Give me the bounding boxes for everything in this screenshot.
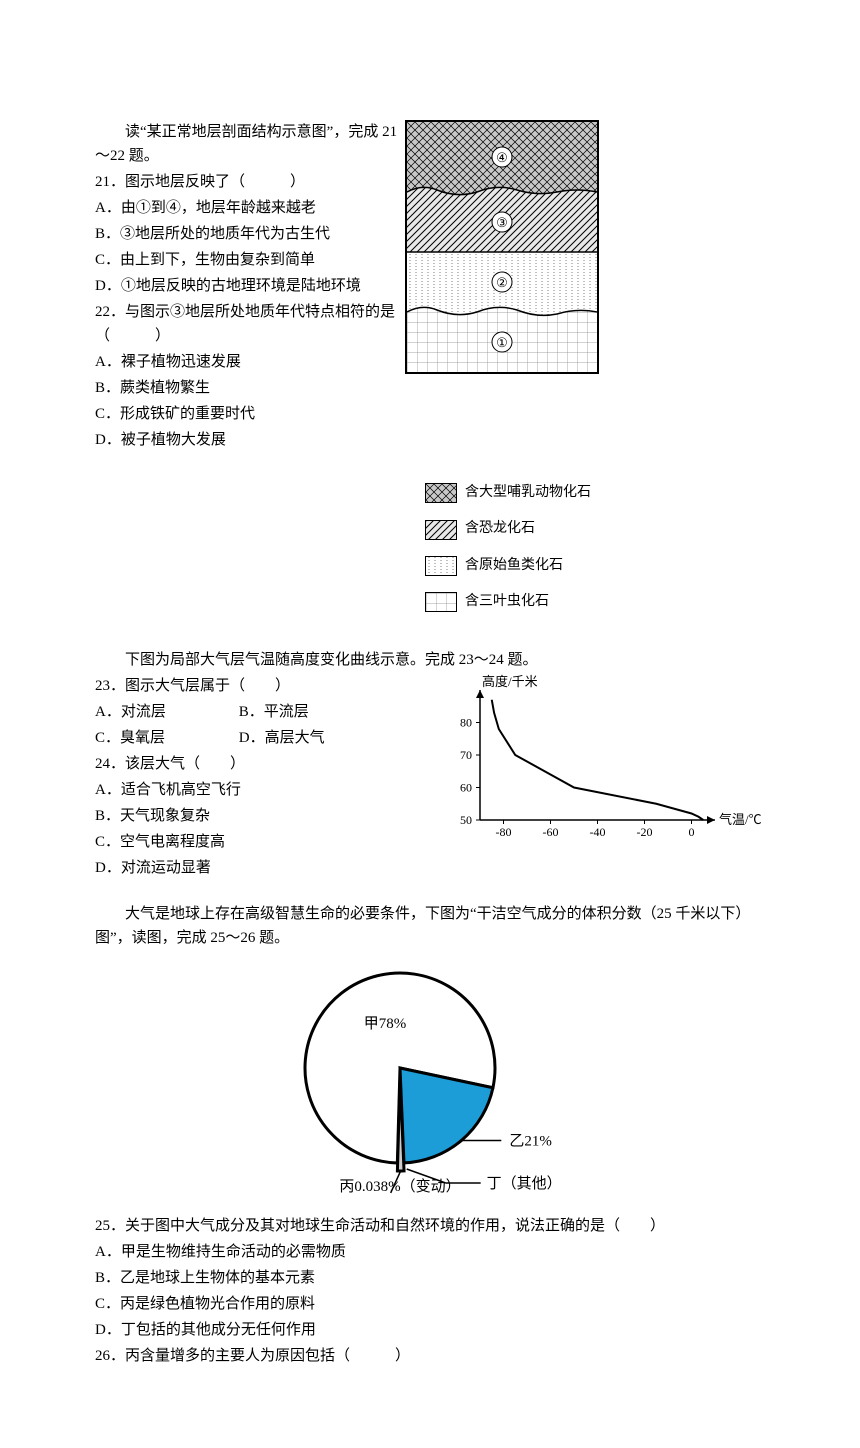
section-atmosphere: 下图为局部大气层气温随高度变化曲线示意。完成 23～24 题。 23．图示大气层…	[95, 648, 765, 882]
section2-intro: 下图为局部大气层气温随高度变化曲线示意。完成 23～24 题。	[95, 648, 765, 672]
q25-B: B．乙是地球上生物体的基本元素	[95, 1266, 765, 1290]
legend-item: 含恐龙化石	[425, 518, 591, 540]
section-air-composition: 大气是地球上存在高级智慧生命的必要条件，下图为“干洁空气成分的体积分数（25 千…	[95, 902, 765, 1368]
q26-stem: 26．丙含量增多的主要人为原因包括（ ）	[95, 1344, 765, 1368]
q23-C: C．臭氧层	[95, 726, 235, 750]
svg-text:50: 50	[460, 813, 472, 827]
q21-D: D．①地层反映的古地理环境是陆地环境	[95, 274, 405, 298]
svg-text:②: ②	[496, 275, 508, 290]
legend-label: 含大型哺乳动物化石	[465, 482, 591, 504]
section1-figure: ④ ③ ② ① 含大型哺乳动物化石 含恐龙化石 含原始鱼类化石 含三	[405, 120, 765, 628]
svg-text:-60: -60	[543, 825, 559, 839]
section1-intro: 读“某正常地层剖面结构示意图”，完成 21～22 题。	[95, 120, 405, 168]
svg-text:④: ④	[496, 150, 508, 165]
legend-label: 含恐龙化石	[465, 518, 535, 540]
q24-B: B．天气现象复杂	[95, 804, 425, 828]
q23-D: D．高层大气	[239, 726, 379, 750]
air-composition-pie: 甲78% 乙21% 丁（其他） 丙0.038%（变动）	[230, 958, 630, 1198]
q23-opts-row2: C．臭氧层 D．高层大气	[95, 726, 425, 750]
svg-text:-80: -80	[496, 825, 512, 839]
svg-text:气温/℃: 气温/℃	[719, 812, 762, 827]
pie-chart-wrap: 甲78% 乙21% 丁（其他） 丙0.038%（变动）	[95, 958, 765, 1206]
svg-text:-40: -40	[590, 825, 606, 839]
legend-label: 含三叶虫化石	[465, 591, 549, 613]
q25-A: A．甲是生物维持生命活动的必需物质	[95, 1240, 765, 1264]
q23-opts-row1: A．对流层 B．平流层	[95, 700, 425, 724]
legend-label: 含原始鱼类化石	[465, 555, 563, 577]
q24-C: C．空气电离程度高	[95, 830, 425, 854]
legend-item: 含三叶虫化石	[425, 591, 591, 613]
svg-text:0: 0	[689, 825, 695, 839]
q24-A: A．适合飞机高空飞行	[95, 778, 425, 802]
q21-A: A．由①到④，地层年龄越来越老	[95, 196, 405, 220]
q25-stem: 25．关于图中大气成分及其对地球生命活动和自然环境的作用，说法正确的是（ ）	[95, 1214, 765, 1238]
legend-item: 含大型哺乳动物化石	[425, 482, 591, 504]
section2-chart: 50 60 70 80 -80 -60 -40 -20 0 高度/千米气温/℃	[425, 672, 765, 882]
q24-D: D．对流运动显著	[95, 856, 425, 880]
q23-A: A．对流层	[95, 700, 235, 724]
svg-text:80: 80	[460, 715, 472, 729]
svg-text:①: ①	[496, 335, 508, 350]
q23-B: B．平流层	[239, 700, 379, 724]
q22-B: B．蕨类植物繁生	[95, 376, 405, 400]
svg-text:-20: -20	[637, 825, 653, 839]
strata-legend: 含大型哺乳动物化石 含恐龙化石 含原始鱼类化石 含三叶虫化石	[425, 482, 591, 628]
svg-text:70: 70	[460, 748, 472, 762]
svg-text:丙0.038%（变动）: 丙0.038%（变动）	[339, 1178, 460, 1195]
q23-stem: 23．图示大气层属于（ ）	[95, 674, 425, 698]
svg-text:60: 60	[460, 780, 472, 794]
q22-stem: 22．与图示③地层所处地质年代特点相符的是（ ）	[95, 300, 405, 348]
section-strata: 读“某正常地层剖面结构示意图”，完成 21～22 题。 21．图示地层反映了（ …	[95, 120, 765, 628]
svg-text:③: ③	[496, 215, 508, 230]
q24-stem: 24．该层大气（ ）	[95, 752, 425, 776]
section1-text: 读“某正常地层剖面结构示意图”，完成 21～22 题。 21．图示地层反映了（ …	[95, 120, 405, 628]
strata-diagram: ④ ③ ② ①	[405, 120, 599, 374]
q25-D: D．丁包括的其他成分无任何作用	[95, 1318, 765, 1342]
legend-item: 含原始鱼类化石	[425, 555, 591, 577]
temperature-altitude-chart: 50 60 70 80 -80 -60 -40 -20 0 高度/千米气温/℃	[435, 672, 765, 842]
svg-text:丁（其他）: 丁（其他）	[487, 1175, 562, 1192]
section3-intro: 大气是地球上存在高级智慧生命的必要条件，下图为“干洁空气成分的体积分数（25 千…	[95, 902, 765, 950]
svg-text:高度/千米: 高度/千米	[482, 674, 538, 689]
q25-C: C．丙是绿色植物光合作用的原料	[95, 1292, 765, 1316]
q21-stem: 21．图示地层反映了（ ）	[95, 170, 405, 194]
svg-text:甲78%: 甲78%	[364, 1016, 407, 1032]
svg-text:乙21%: 乙21%	[509, 1133, 552, 1149]
q22-C: C．形成铁矿的重要时代	[95, 402, 405, 426]
q21-B: B．③地层所处的地质年代为古生代	[95, 222, 405, 246]
q22-D: D．被子植物大发展	[95, 428, 405, 452]
section2-text: 23．图示大气层属于（ ） A．对流层 B．平流层 C．臭氧层 D．高层大气 2…	[95, 672, 425, 882]
q21-C: C．由上到下，生物由复杂到简单	[95, 248, 405, 272]
q22-A: A．裸子植物迅速发展	[95, 350, 405, 374]
